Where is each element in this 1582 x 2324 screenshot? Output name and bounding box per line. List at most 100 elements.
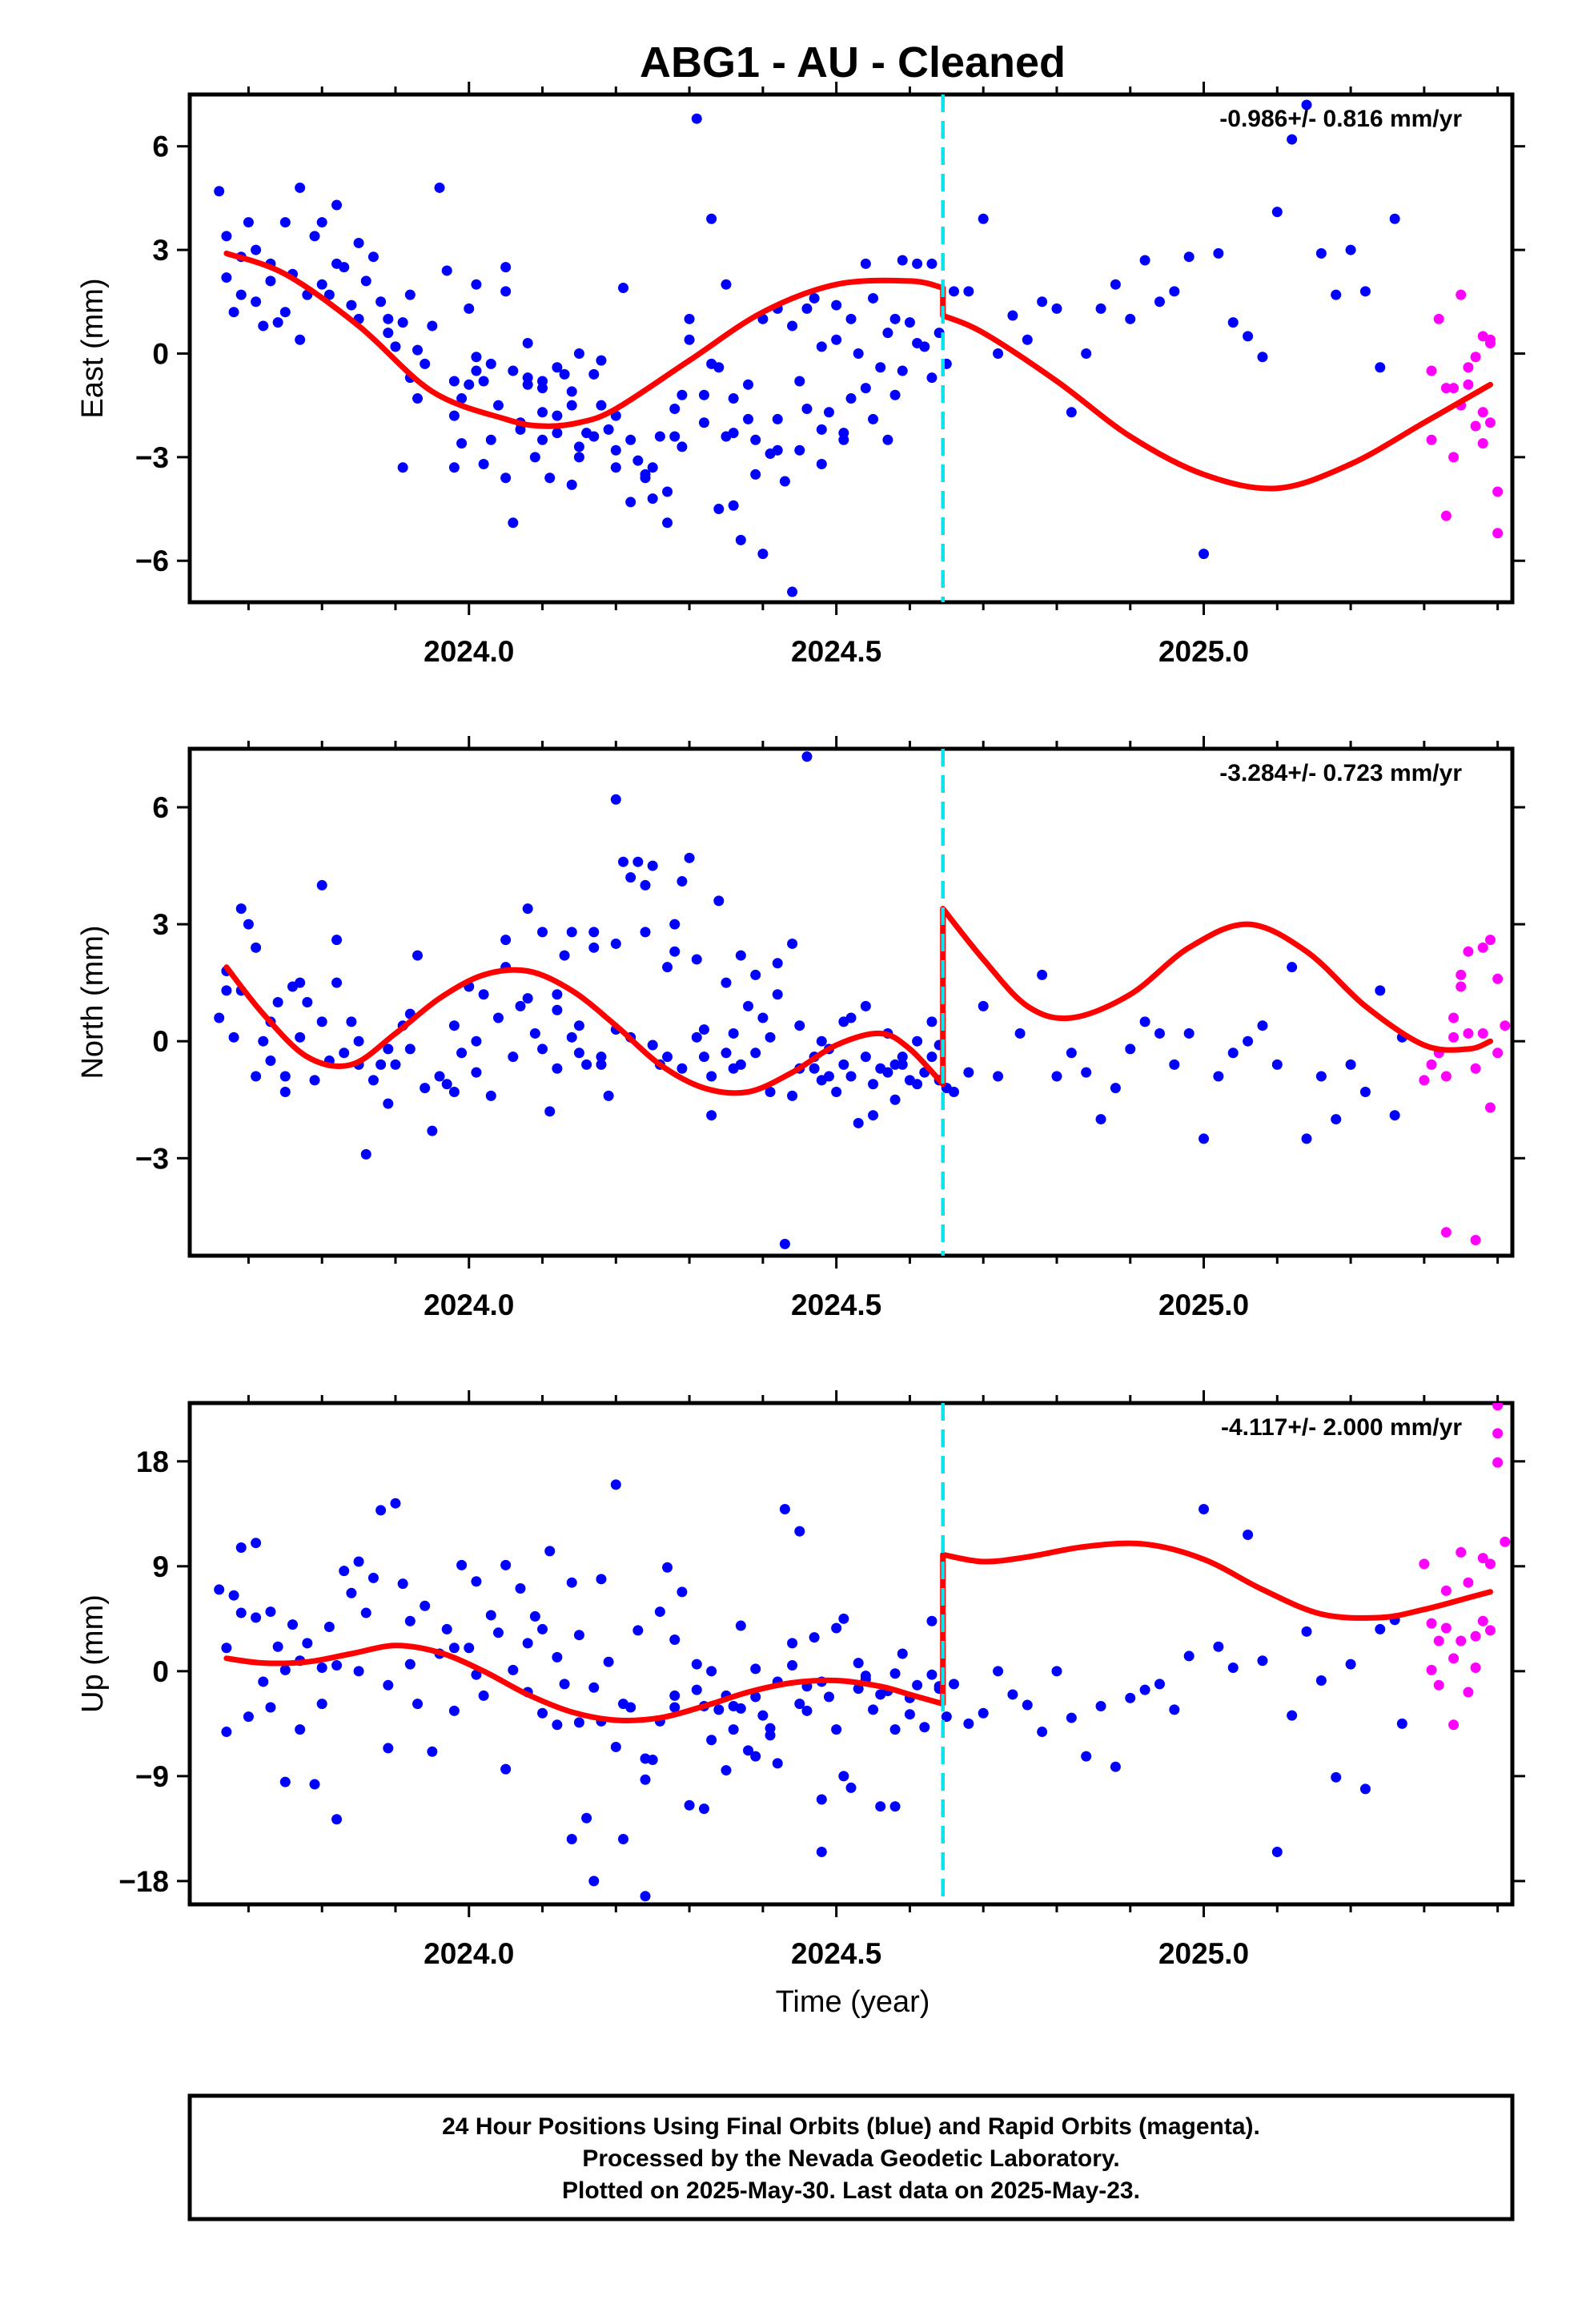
up-rapid-point: [1456, 1635, 1467, 1647]
north-final-point: [331, 977, 343, 988]
east-final-point: [948, 286, 959, 297]
up-final-point: [1110, 1761, 1121, 1772]
north-final-point: [640, 879, 651, 891]
up-final-point: [522, 1638, 533, 1649]
north-final-point: [1037, 969, 1048, 980]
east-final-point: [816, 424, 827, 435]
up-final-point: [1271, 1846, 1283, 1857]
up-y-tick-label: 9: [152, 1550, 169, 1583]
east-final-point: [632, 455, 644, 466]
east-final-point: [610, 462, 621, 473]
north-final-point: [235, 903, 247, 915]
east-rapid-point: [1492, 486, 1504, 497]
east-final-point: [1359, 286, 1371, 297]
up-final-point: [339, 1566, 350, 1577]
up-final-point: [1345, 1659, 1356, 1670]
north-data-area: [214, 749, 1511, 1256]
east-final-point: [221, 272, 232, 283]
east-final-point: [464, 303, 475, 314]
up-final-point: [243, 1711, 254, 1723]
up-final-point: [397, 1578, 408, 1590]
north-final-point: [478, 989, 489, 1000]
east-final-point: [868, 413, 879, 424]
north-final-point: [897, 1059, 908, 1070]
east-final-point: [1183, 251, 1195, 263]
north-frame: [187, 746, 1515, 1258]
up-final-point: [838, 1771, 849, 1782]
north-final-point: [427, 1125, 438, 1136]
east-y-tick-label: 0: [152, 337, 169, 370]
north-rapid-point: [1456, 981, 1467, 992]
east-final-point: [1257, 352, 1268, 363]
up-rapid-point: [1500, 1536, 1511, 1547]
up-final-point: [698, 1803, 709, 1815]
east-final-point: [779, 476, 790, 487]
north-rapid-point: [1492, 1047, 1504, 1059]
east-final-point: [831, 334, 842, 345]
north-rapid-point: [1456, 969, 1467, 980]
east-final-point: [662, 517, 673, 529]
up-final-point: [346, 1587, 357, 1598]
east-final-point: [1081, 348, 1092, 359]
up-final-point: [617, 1699, 628, 1710]
east-final-point: [478, 458, 489, 469]
up-final-point: [287, 1619, 298, 1630]
east-final-point: [750, 468, 761, 480]
east-final-point: [919, 341, 930, 352]
up-final-point: [448, 1642, 460, 1654]
east-final-point: [625, 434, 636, 445]
east-final-point: [610, 444, 621, 456]
east-final-point: [713, 362, 725, 373]
east-final-point: [617, 283, 628, 294]
north-final-point: [1257, 1020, 1268, 1031]
north-final-point: [647, 1039, 658, 1051]
north-final-point: [360, 1148, 371, 1160]
up-final-point: [669, 1702, 681, 1713]
north-final-point: [647, 860, 658, 871]
up-final-point: [779, 1503, 790, 1514]
north-final-point: [404, 1043, 416, 1055]
up-final-point: [765, 1730, 776, 1741]
up-final-point: [706, 1666, 717, 1677]
north-final-point: [265, 1055, 276, 1067]
east-final-point: [279, 217, 291, 228]
up-final-point: [441, 1623, 452, 1634]
north-x-tick-label: 2024.5: [791, 1289, 881, 1321]
east-final-point: [566, 479, 577, 490]
east-final-point: [1037, 296, 1048, 308]
east-rapid-point: [1440, 510, 1452, 521]
east-final-point: [515, 424, 526, 435]
north-rapid-point: [1484, 1102, 1496, 1113]
north-y-tick-label: 6: [152, 791, 169, 824]
north-final-point: [412, 950, 424, 961]
up-final-point: [448, 1705, 460, 1716]
up-final-point: [478, 1690, 489, 1701]
up-final-point: [537, 1707, 548, 1719]
north-rapid-point: [1440, 1227, 1452, 1238]
north-rapid-point: [1463, 946, 1474, 957]
east-final-point: [573, 348, 584, 359]
east-final-point: [339, 262, 350, 273]
east-final-point: [1315, 247, 1327, 259]
north-final-point: [1051, 1071, 1062, 1082]
east-final-point: [787, 586, 798, 597]
east-x-tick-label: 2025.0: [1158, 635, 1249, 668]
east-data-area: [214, 94, 1504, 602]
north-final-point: [677, 1063, 688, 1074]
up-final-point: [654, 1606, 665, 1618]
east-final-point: [625, 497, 636, 508]
up-final-point: [919, 1722, 930, 1733]
east-final-point: [295, 182, 306, 193]
up-final-point: [632, 1625, 644, 1636]
up-final-point: [831, 1724, 842, 1735]
up-final-point: [420, 1600, 431, 1611]
east-final-point: [677, 441, 688, 452]
north-final-point: [728, 1027, 739, 1039]
footer-line-2: Processed by the Nevada Geodetic Laborat…: [582, 2145, 1119, 2172]
east-rapid-point: [1463, 379, 1474, 390]
east-final-point: [1139, 255, 1150, 266]
east-final-point: [897, 365, 908, 376]
east-final-point: [427, 320, 438, 332]
east-final-point: [838, 434, 849, 445]
